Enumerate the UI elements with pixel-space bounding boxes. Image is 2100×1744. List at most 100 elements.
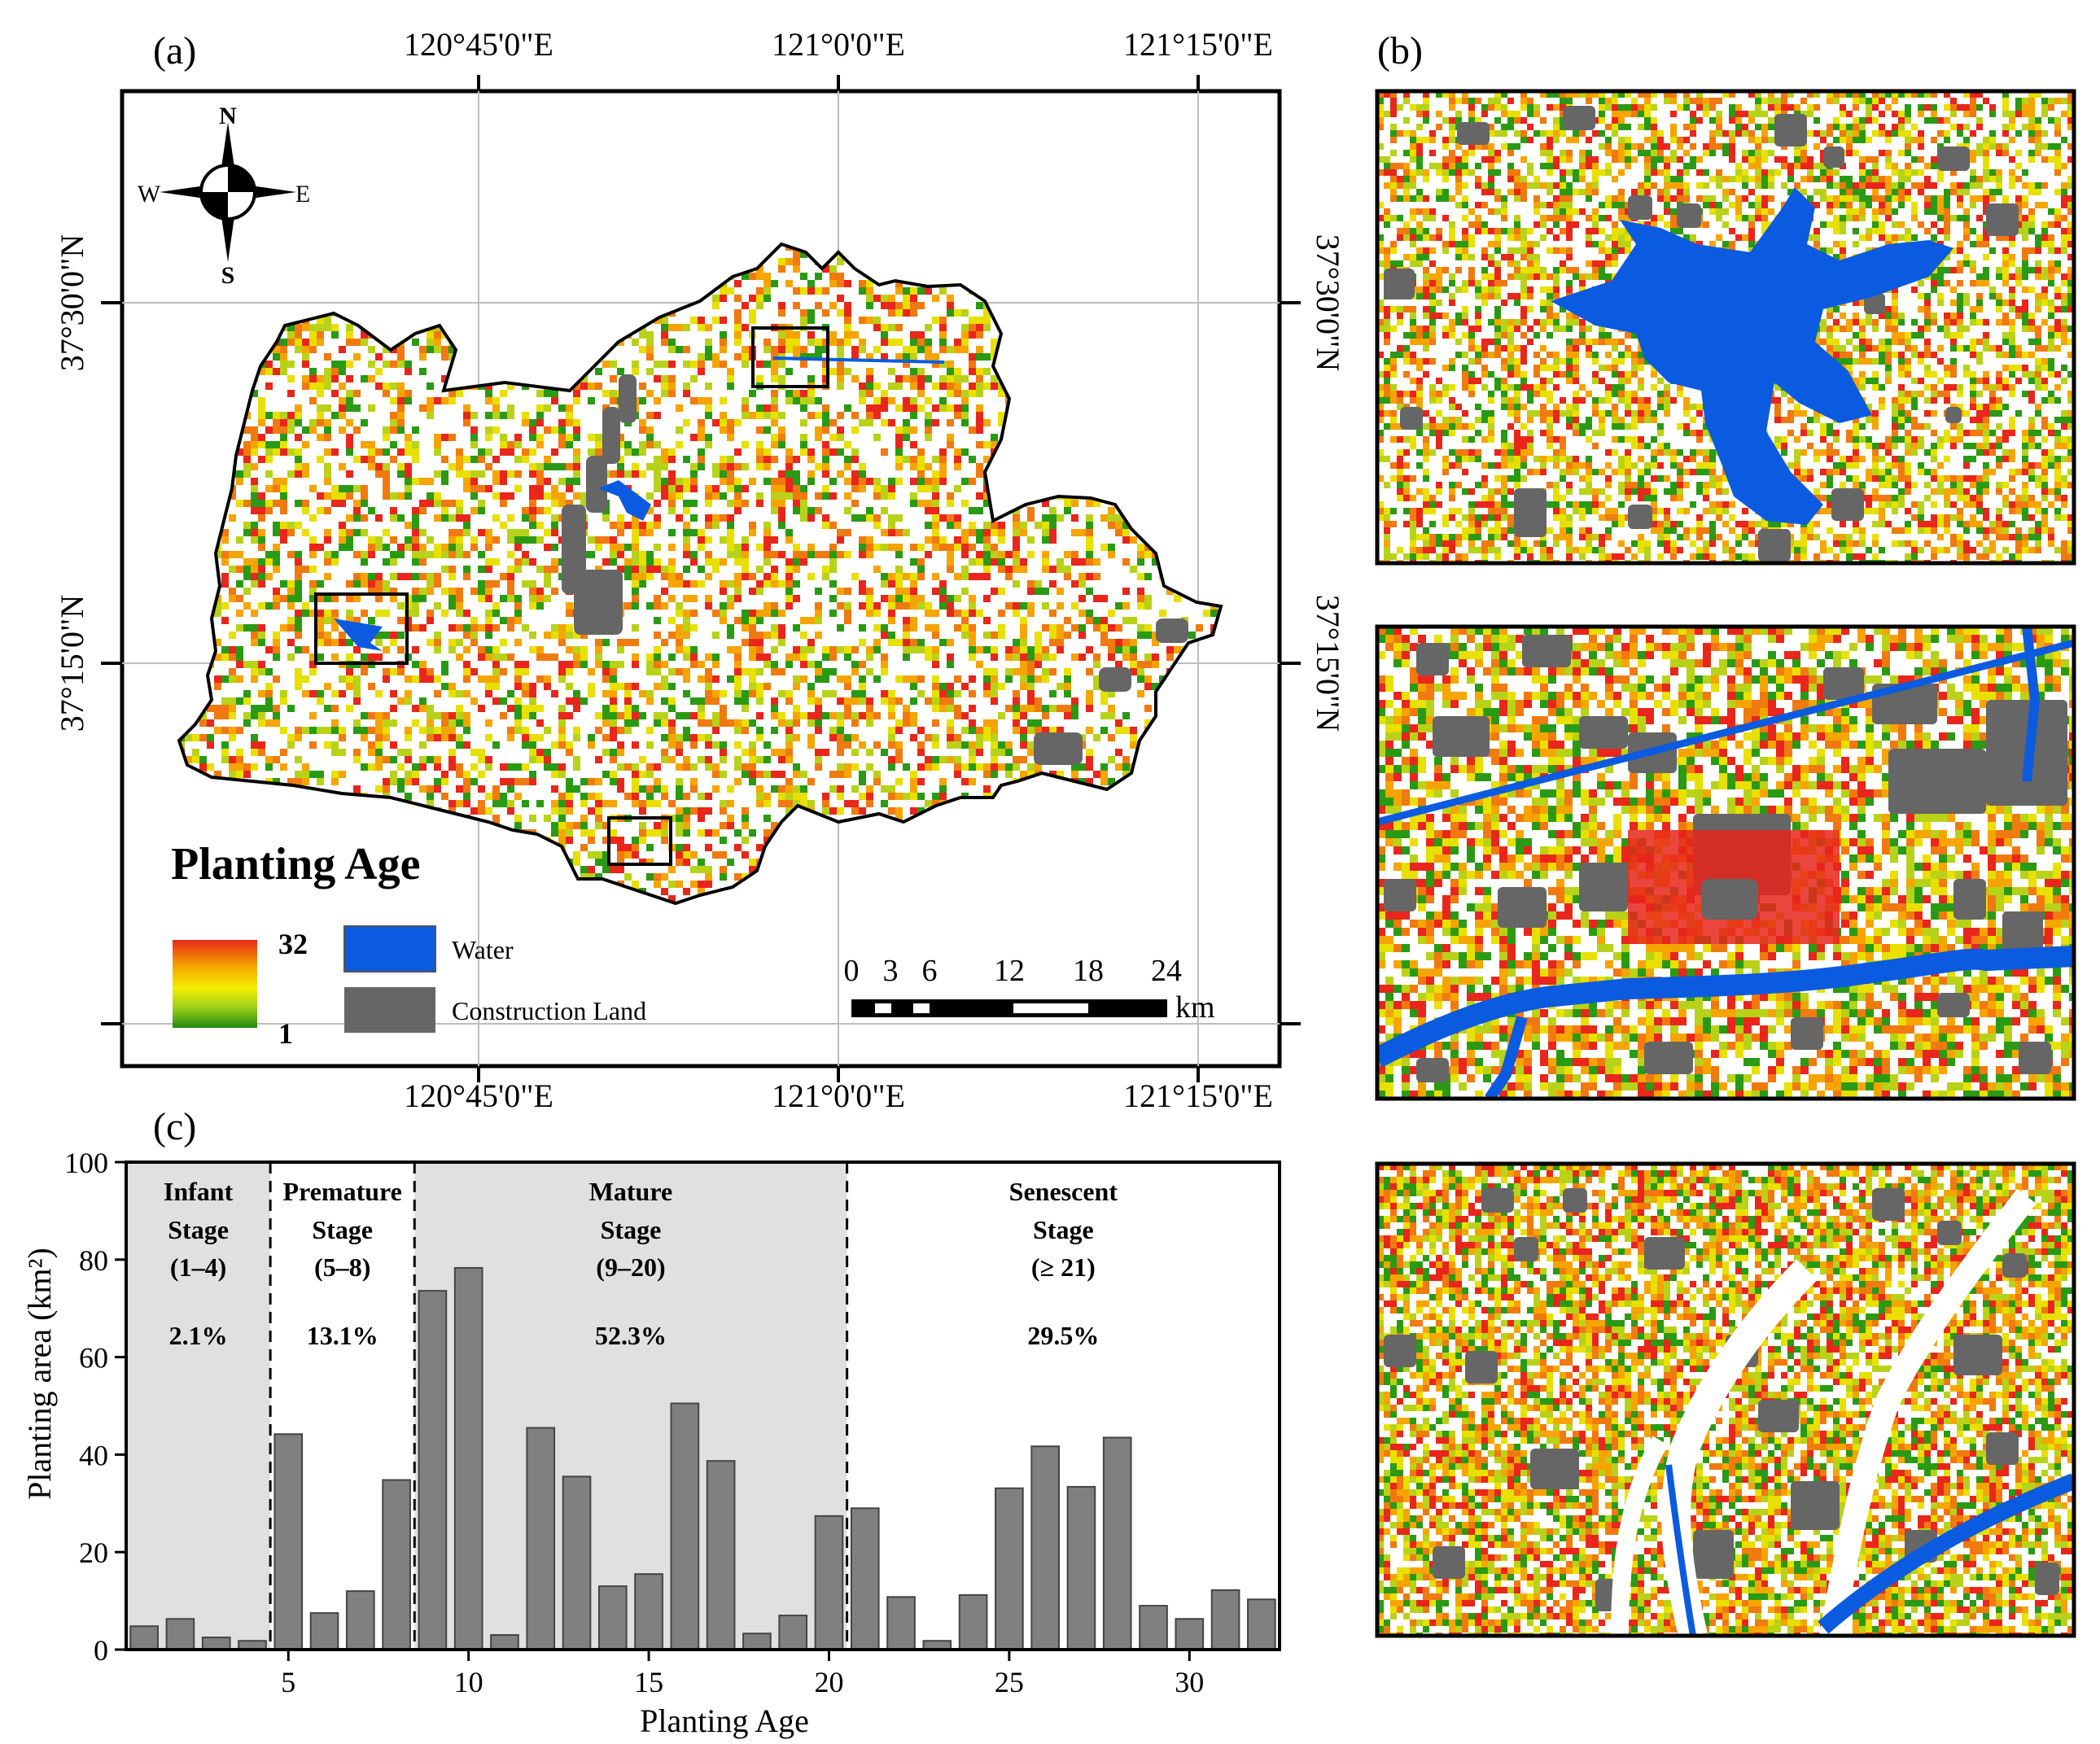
bar-age-15 bbox=[634, 1573, 663, 1651]
stage-3-text-4: 52.3% bbox=[595, 1321, 667, 1350]
colorbar-max: 32 bbox=[278, 928, 308, 960]
inset-map-1 bbox=[1375, 89, 2076, 566]
y-tick-label-0: 0 bbox=[94, 1634, 108, 1667]
scale-unit: km bbox=[1175, 990, 1215, 1025]
x-tick-label-10: 10 bbox=[454, 1666, 483, 1698]
bar-age-17 bbox=[706, 1460, 736, 1651]
stage-2-text-2: Stage bbox=[312, 1215, 373, 1244]
stage-3-text-3: (9–20) bbox=[596, 1252, 665, 1282]
x-tick-label-15: 15 bbox=[634, 1666, 663, 1698]
bar-age-19 bbox=[778, 1615, 808, 1650]
bar-age-27 bbox=[1066, 1485, 1096, 1650]
panel-label-b: (b) bbox=[1377, 29, 1423, 72]
age-colorbar: 32 1 bbox=[173, 928, 308, 1050]
bar-age-2 bbox=[165, 1618, 195, 1650]
bar-age-14 bbox=[597, 1585, 628, 1651]
compass-e: E bbox=[295, 181, 310, 208]
stage-3-text-1: Mature bbox=[589, 1177, 672, 1206]
lat-tick-left-2: 37°15'0"N bbox=[54, 595, 90, 732]
lon-tick-top-3: 121°15'0"E bbox=[1123, 26, 1273, 63]
legend-construction: Construction Land bbox=[344, 987, 646, 1033]
bar-age-7 bbox=[346, 1590, 375, 1650]
stage-1-text-2: Stage bbox=[168, 1215, 229, 1244]
bar-age-16 bbox=[670, 1402, 700, 1650]
compass-n: N bbox=[219, 103, 237, 129]
stage-2-text-3: (5–8) bbox=[314, 1252, 370, 1282]
bar-age-30 bbox=[1175, 1618, 1205, 1650]
scale-bar: 0 3 6 12 18 24 km bbox=[844, 954, 1215, 1025]
scale-tick-0: 0 bbox=[844, 954, 860, 988]
lat-tick-right-1: 37°30'0"N bbox=[1310, 234, 1346, 371]
y-tick-label-100: 100 bbox=[64, 1147, 108, 1179]
lon-tick-bottom-1: 120°45'0"E bbox=[404, 1077, 553, 1114]
inset-map-3 bbox=[1375, 1161, 2076, 1638]
y-axis-label: Planting area (km²) bbox=[21, 1248, 58, 1500]
scale-tick-18: 18 bbox=[1073, 954, 1104, 988]
inset-box-2 bbox=[314, 592, 409, 665]
legend-water-label: Water bbox=[452, 935, 514, 964]
inset-box-1 bbox=[751, 326, 829, 388]
bar-age-22 bbox=[886, 1596, 916, 1650]
stage-4-text-2: Stage bbox=[1033, 1215, 1094, 1244]
x-tick-label-30: 30 bbox=[1175, 1666, 1204, 1698]
compass-s: S bbox=[221, 262, 235, 289]
bar-age-26 bbox=[1030, 1445, 1060, 1651]
bar-age-24 bbox=[958, 1593, 988, 1650]
lat-tick-right-2: 37°15'0"N bbox=[1310, 595, 1346, 732]
bar-age-1 bbox=[129, 1625, 159, 1651]
scale-tick-3: 3 bbox=[883, 954, 899, 988]
plot-frame bbox=[125, 1160, 1281, 1651]
scale-tick-24: 24 bbox=[1151, 954, 1182, 988]
bar-age-32 bbox=[1247, 1598, 1276, 1650]
bar-age-11 bbox=[490, 1634, 519, 1651]
stage-1-text-3: (1–4) bbox=[170, 1252, 226, 1282]
bar-age-21 bbox=[850, 1507, 880, 1651]
y-tick-label-40: 40 bbox=[79, 1439, 108, 1471]
stage-1-text-1: Infant bbox=[164, 1177, 234, 1206]
y-tick-label-80: 80 bbox=[79, 1244, 108, 1277]
x-axis-label: Planting Age bbox=[640, 1702, 809, 1739]
lon-tick-top-2: 121°0'0"E bbox=[772, 26, 905, 63]
bar-age-18 bbox=[742, 1633, 772, 1651]
bar-age-12 bbox=[526, 1427, 556, 1650]
inset-map-2 bbox=[1375, 624, 2076, 1101]
lat-tick-left-1: 37°30'0"N bbox=[54, 234, 90, 371]
scale-tick-6: 6 bbox=[922, 954, 938, 988]
bar-age-20 bbox=[814, 1515, 844, 1651]
colorbar-min: 1 bbox=[278, 1017, 293, 1050]
bar-age-9 bbox=[418, 1290, 448, 1650]
stage-4-text-1: Senescent bbox=[1009, 1177, 1118, 1206]
compass-w: W bbox=[138, 181, 161, 208]
bar-age-5 bbox=[273, 1433, 304, 1650]
y-tick-label-60: 60 bbox=[79, 1342, 108, 1375]
bar-age-10 bbox=[453, 1266, 483, 1651]
inset-box-3 bbox=[607, 816, 672, 866]
panel-label-c: (c) bbox=[153, 1105, 196, 1148]
stage-3-text-2: Stage bbox=[601, 1215, 662, 1244]
bar-age-6 bbox=[309, 1612, 339, 1650]
bar-age-28 bbox=[1102, 1436, 1132, 1651]
stage-4-text-3: (≥ 21) bbox=[1031, 1252, 1096, 1282]
lon-tick-top-1: 120°45'0"E bbox=[404, 26, 553, 63]
legend-construction-label: Construction Land bbox=[452, 996, 646, 1025]
bar-age-8 bbox=[382, 1479, 411, 1650]
x-tick-label-5: 5 bbox=[281, 1666, 295, 1698]
legend-title: Planting Age bbox=[171, 839, 420, 889]
legend-water: Water bbox=[343, 925, 514, 973]
stage-2-text-4: 13.1% bbox=[307, 1321, 378, 1350]
compass-icon: N S E W bbox=[138, 103, 310, 289]
panel-label-a: (a) bbox=[153, 29, 196, 72]
bar-age-29 bbox=[1139, 1605, 1168, 1650]
lon-tick-bottom-2: 121°0'0"E bbox=[772, 1077, 905, 1114]
stage-2-text-1: Premature bbox=[283, 1177, 402, 1206]
stage-band-3 bbox=[414, 1162, 847, 1650]
bar-age-13 bbox=[562, 1475, 592, 1650]
bar-age-31 bbox=[1210, 1589, 1240, 1650]
y-tick-label-20: 20 bbox=[79, 1536, 108, 1569]
stage-4-text-4: 29.5% bbox=[1027, 1321, 1099, 1350]
lon-tick-bottom-3: 121°15'0"E bbox=[1123, 1077, 1273, 1114]
scale-tick-12: 12 bbox=[994, 954, 1025, 988]
x-tick-label-25: 25 bbox=[995, 1666, 1024, 1698]
bar-chart: Infant Stage (1–4) 2.1% Premature Stage (5–8) 1… bbox=[64, 1147, 1281, 1698]
